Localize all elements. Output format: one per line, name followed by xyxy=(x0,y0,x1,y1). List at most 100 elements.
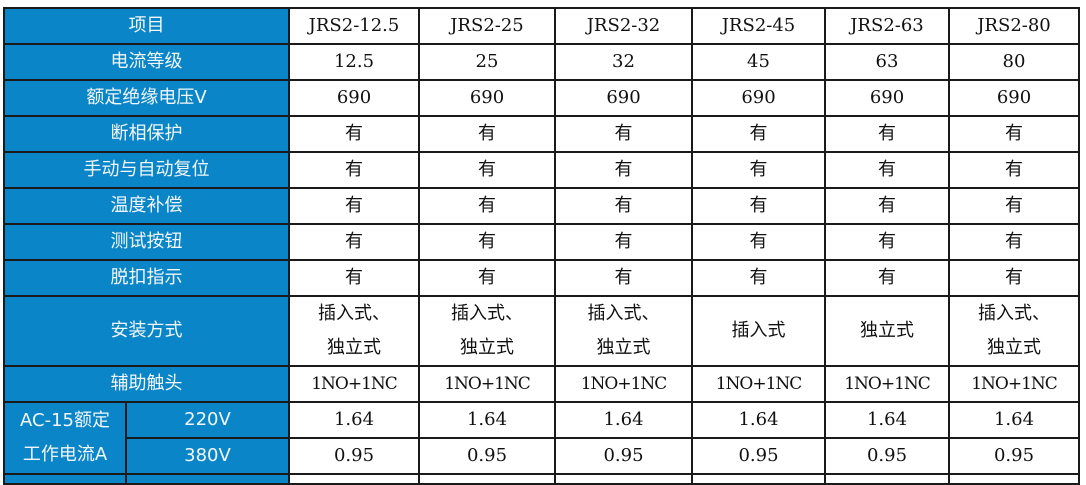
row-value: 45 xyxy=(691,43,826,81)
aux-row: 辅助触头 1NO+1NC 1NO+1NC 1NO+1NC 1NO+1NC 1NO+1NC 1… xyxy=(3,365,1080,403)
current-value: 1.64 xyxy=(691,401,826,439)
install-value: 独立式 xyxy=(824,295,950,367)
install-line: 独立式 xyxy=(327,337,381,358)
ac15-row: AC-15额定 工作电流A 220V 1.64 1.64 1.64 1.64 1.64 1.6… xyxy=(3,401,1080,475)
row-value: 有 xyxy=(418,151,556,189)
row-value: 有 xyxy=(948,151,1080,189)
partial-row xyxy=(3,473,1080,485)
row-value: 有 xyxy=(948,187,1080,225)
table-row: 温度补偿有有有有有有 xyxy=(3,187,1080,225)
aux-value: 1NO+1NC xyxy=(691,365,826,403)
row-value: 有 xyxy=(288,223,420,261)
row-value: 有 xyxy=(418,259,556,297)
row-label: 温度补偿 xyxy=(3,187,290,225)
row-value: 有 xyxy=(824,223,950,261)
row-value: 有 xyxy=(288,151,420,189)
ac15-label: AC-15额定 工作电流A xyxy=(3,401,127,475)
model-header: JRS2-12.5 xyxy=(288,7,420,45)
install-line: 独立式 xyxy=(860,320,914,341)
row-value: 有 xyxy=(288,187,420,225)
row-value: 有 xyxy=(824,187,950,225)
row-value: 有 xyxy=(554,187,693,225)
row-value: 80 xyxy=(948,43,1080,81)
model-header: JRS2-45 xyxy=(691,7,826,45)
row-label: 辅助触头 xyxy=(3,365,290,403)
row-value: 690 xyxy=(418,79,556,117)
voltage-label: 220V xyxy=(125,401,290,439)
row-value: 有 xyxy=(418,223,556,261)
aux-value: 1NO+1NC xyxy=(554,365,693,403)
install-value: 插入式、 独立式 xyxy=(948,295,1080,367)
row-label: 断相保护 xyxy=(3,115,290,153)
row-label: 电流等级 xyxy=(3,43,290,81)
current-value: 0.95 xyxy=(554,437,693,475)
row-value: 有 xyxy=(691,259,826,297)
current-value: 1.64 xyxy=(948,401,1080,439)
table-row: 额定绝缘电压V 690 690 690 690 690 690 xyxy=(3,79,1080,117)
current-value: 0.95 xyxy=(288,437,420,475)
current-value: 1.64 xyxy=(288,401,420,439)
table-row: 手动与自动复位有有有有有有 xyxy=(3,151,1080,189)
row-value: 有 xyxy=(691,151,826,189)
install-line: 独立式 xyxy=(987,337,1041,358)
row-value: 有 xyxy=(691,115,826,153)
row-value: 有 xyxy=(554,259,693,297)
current-value: 1.64 xyxy=(418,401,556,439)
install-line: 插入式、 xyxy=(318,303,390,324)
current-value: 0.95 xyxy=(824,437,950,475)
model-header: JRS2-80 xyxy=(948,7,1080,45)
row-value: 有 xyxy=(948,259,1080,297)
install-line: 插入式、 xyxy=(451,303,523,324)
model-header: JRS2-25 xyxy=(418,7,556,45)
row-value: 690 xyxy=(288,79,420,117)
aux-value: 1NO+1NC xyxy=(418,365,556,403)
current-value: 0.95 xyxy=(948,437,1080,475)
row-value: 有 xyxy=(418,187,556,225)
row-value: 有 xyxy=(948,115,1080,153)
model-header: JRS2-63 xyxy=(824,7,950,45)
ac15-label-line2: 工作电流A xyxy=(22,444,108,465)
row-value: 有 xyxy=(691,187,826,225)
table-row: 脱扣指示有有有有有有 xyxy=(3,259,1080,297)
row-value: 有 xyxy=(824,259,950,297)
voltage-label: 380V xyxy=(125,437,290,475)
table-row: 电流等级 12.5 25 32 45 63 80 xyxy=(3,43,1080,81)
row-value: 690 xyxy=(691,79,826,117)
current-value: 1.64 xyxy=(554,401,693,439)
row-value: 12.5 xyxy=(288,43,420,81)
aux-value: 1NO+1NC xyxy=(824,365,950,403)
row-value: 32 xyxy=(554,43,693,81)
row-label: 额定绝缘电压V xyxy=(3,79,290,117)
install-value: 插入式、 独立式 xyxy=(418,295,556,367)
row-value: 有 xyxy=(948,223,1080,261)
ac15-row: 380V 0.95 0.95 0.95 0.95 0.95 0.95 xyxy=(4,437,1080,475)
row-value: 有 xyxy=(824,115,950,153)
install-row: 安装方式 插入式、 独立式 插入式、 独立式 插入式、 独立式 插入式 独立式 插入式、 独立式 xyxy=(3,295,1080,367)
row-value: 有 xyxy=(554,223,693,261)
row-value: 有 xyxy=(554,151,693,189)
install-value: 插入式、 独立式 xyxy=(554,295,693,367)
model-header: JRS2-32 xyxy=(554,7,693,45)
row-value: 有 xyxy=(288,115,420,153)
aux-value: 1NO+1NC xyxy=(288,365,420,403)
row-label: 测试按钮 xyxy=(3,223,290,261)
header-row: 项目 JRS2-12.5 JRS2-25 JRS2-32 JRS2-45 JRS2-63 J… xyxy=(3,7,1080,45)
row-value: 有 xyxy=(824,151,950,189)
current-value: 1.64 xyxy=(824,401,950,439)
install-line: 插入式、 xyxy=(978,303,1050,324)
table-row: 断相保护有有有有有有 xyxy=(3,115,1080,153)
row-value: 有 xyxy=(288,259,420,297)
table-row: 测试按钮有有有有有有 xyxy=(3,223,1080,261)
install-line: 插入式 xyxy=(731,320,786,341)
aux-value: 1NO+1NC xyxy=(948,365,1080,403)
install-line: 独立式 xyxy=(460,337,514,358)
row-value: 63 xyxy=(824,43,950,81)
row-value: 25 xyxy=(418,43,556,81)
install-line: 插入式、 xyxy=(587,303,660,324)
row-label: 手动与自动复位 xyxy=(3,151,290,189)
current-value: 0.95 xyxy=(418,437,556,475)
row-value: 有 xyxy=(554,115,693,153)
row-value: 有 xyxy=(691,223,826,261)
header-label: 项目 xyxy=(3,7,290,45)
row-value: 690 xyxy=(948,79,1080,117)
